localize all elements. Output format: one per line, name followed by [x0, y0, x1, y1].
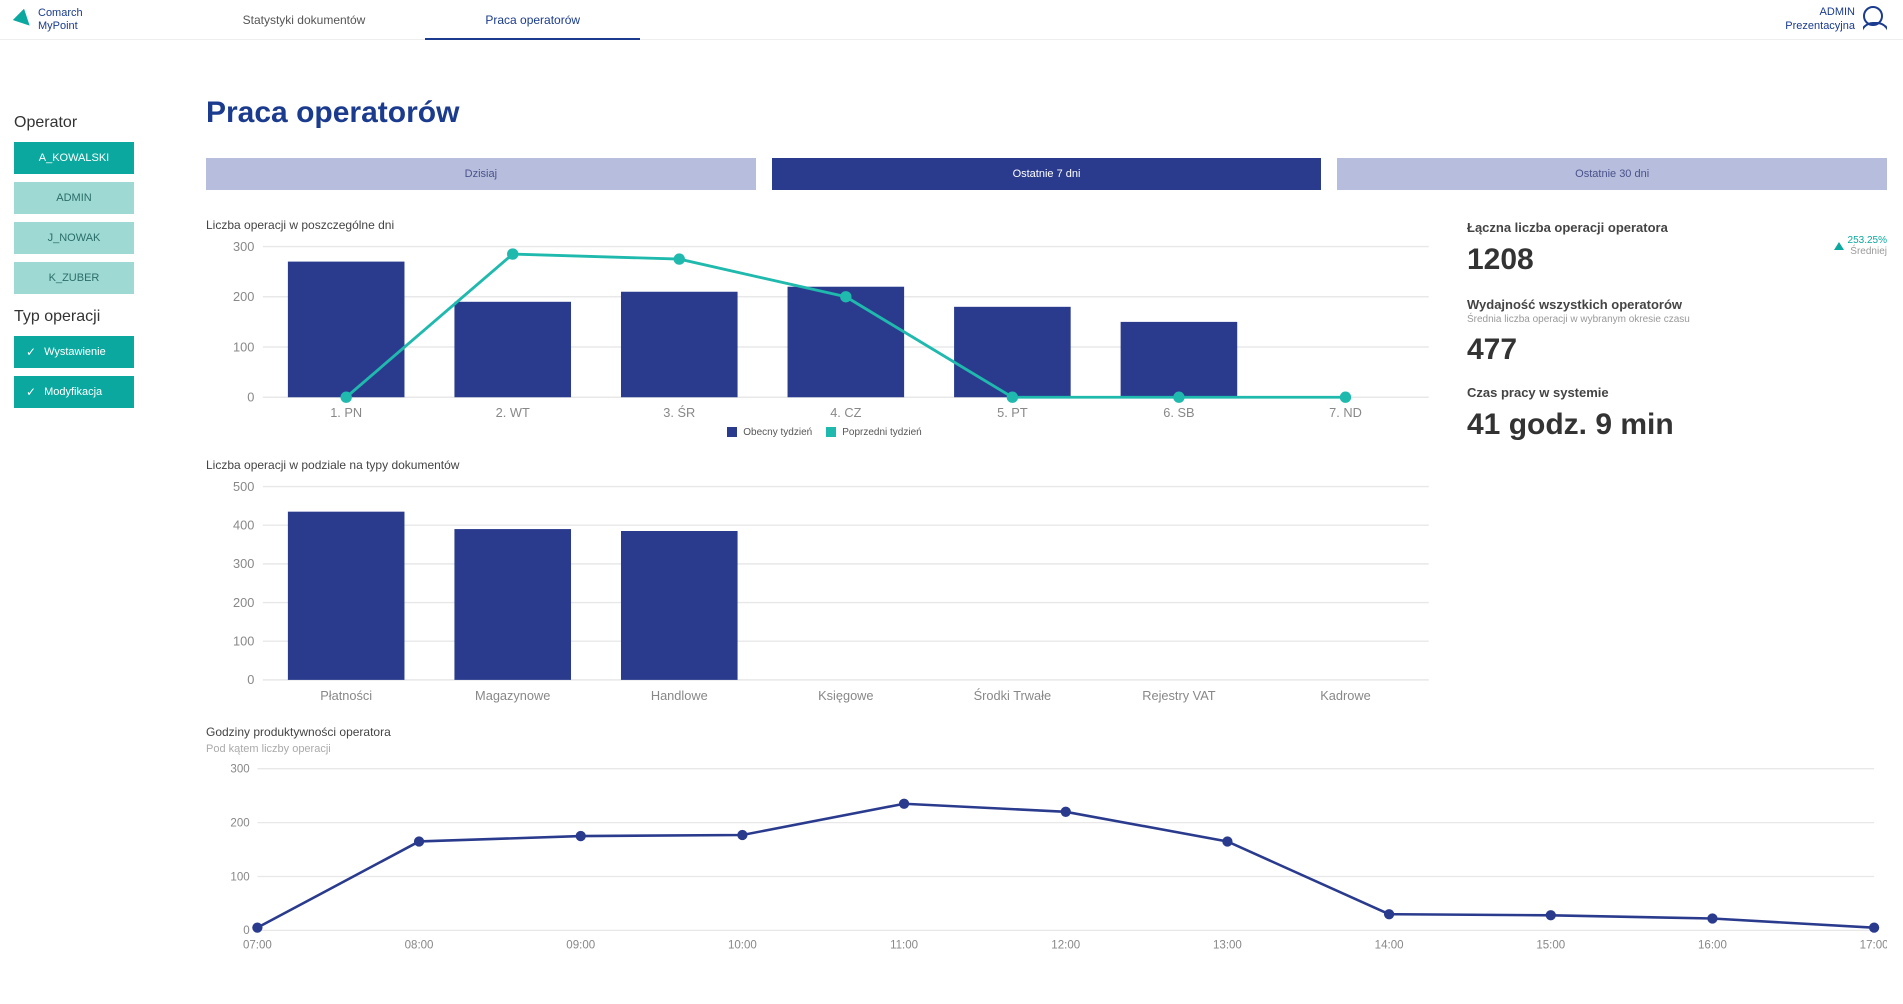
- sidebar-section-operator: Operator: [14, 114, 176, 132]
- page-title: Praca operatorów: [206, 96, 1887, 130]
- legend-item: Poprzedni tydzień: [826, 427, 922, 438]
- svg-text:4. CZ: 4. CZ: [830, 405, 861, 420]
- period-selector: Dzisiaj Ostatnie 7 dni Ostatnie 30 dni: [206, 158, 1887, 190]
- stat2-label: Wydajność wszystkich operatorów: [1467, 297, 1887, 312]
- chart3-svg: 0 100 200 300 07:00 08:00 09:00 10:00 11:00 12:00…: [206, 761, 1887, 953]
- legend-label: Obecny tydzień: [743, 427, 812, 438]
- arrow-up-icon: [1834, 242, 1844, 250]
- logo-text-1: Comarch: [38, 7, 83, 19]
- svg-text:Handlowe: Handlowe: [651, 688, 708, 703]
- period-button[interactable]: Ostatnie 30 dni: [1337, 158, 1887, 190]
- logo: Comarch MyPoint: [16, 7, 83, 31]
- svg-text:Księgowe: Księgowe: [818, 688, 873, 703]
- svg-text:100: 100: [233, 633, 254, 648]
- legend-swatch: [727, 427, 737, 437]
- stat1-value: 1208: [1467, 243, 1534, 277]
- svg-text:Kadrowe: Kadrowe: [1320, 688, 1370, 703]
- svg-text:07:00: 07:00: [243, 940, 272, 952]
- top-tab[interactable]: Praca operatorów: [485, 1, 580, 39]
- svg-text:Płatności: Płatności: [320, 688, 372, 703]
- svg-text:2. WT: 2. WT: [496, 405, 530, 420]
- svg-text:0: 0: [247, 672, 254, 687]
- stat1-trend: 253.25% Średniej: [1834, 235, 1887, 257]
- svg-text:300: 300: [230, 764, 249, 776]
- app-header: Comarch MyPoint Statystyki dokumentów Pra…: [0, 0, 1903, 40]
- optype-button[interactable]: ✓ Modyfikacja: [14, 376, 134, 408]
- svg-text:100: 100: [230, 872, 249, 884]
- user-area[interactable]: ADMIN Prezentacyjna: [1785, 6, 1887, 34]
- stat2-value: 477: [1467, 333, 1887, 367]
- user-icon: [1863, 6, 1883, 26]
- svg-text:200: 200: [233, 289, 254, 304]
- top-tab[interactable]: Statystyki dokumentów: [243, 1, 366, 39]
- svg-text:5. PT: 5. PT: [997, 405, 1028, 420]
- optype-label: Wystawienie: [44, 346, 106, 358]
- chart-daily-ops: Liczba operacji w poszczególne dni 0 100 2…: [206, 218, 1443, 438]
- svg-text:10:00: 10:00: [728, 940, 757, 952]
- operator-button[interactable]: J_NOWAK: [14, 222, 134, 254]
- stat1-label: Łączna liczba operacji operatora: [1467, 220, 1887, 235]
- legend-swatch: [826, 427, 836, 437]
- svg-text:09:00: 09:00: [566, 940, 595, 952]
- svg-text:13:00: 13:00: [1213, 940, 1242, 952]
- check-icon: ✓: [26, 385, 36, 399]
- svg-text:17:00: 17:00: [1860, 940, 1887, 952]
- sidebar-section-optype: Typ operacji: [14, 308, 176, 326]
- stat2-sub: Średnia liczba operacji w wybranym okres…: [1467, 314, 1887, 325]
- legend-item: Obecny tydzień: [727, 427, 812, 438]
- user-name: ADMIN: [1785, 6, 1855, 19]
- chart3-subtitle: Pod kątem liczby operacji: [206, 743, 1887, 755]
- top-tabs: Statystyki dokumentów Praca operatorów: [243, 1, 580, 39]
- svg-text:12:00: 12:00: [1051, 940, 1080, 952]
- user-company: Prezentacyjna: [1785, 20, 1855, 33]
- logo-text-2: MyPoint: [38, 20, 83, 32]
- chart1-title: Liczba operacji w poszczególne dni: [206, 218, 1443, 232]
- svg-text:0: 0: [247, 390, 254, 405]
- chart1-legend: Obecny tydzień Poprzedni tydzień: [206, 427, 1443, 438]
- svg-text:300: 300: [233, 239, 254, 254]
- svg-text:200: 200: [230, 818, 249, 830]
- chart2-title: Liczba operacji w podziale na typy dokum…: [206, 458, 1443, 472]
- check-icon: ✓: [26, 345, 36, 359]
- main-content: Praca operatorów Dzisiaj Ostatnie 7 dni Os…: [190, 40, 1903, 1004]
- svg-text:14:00: 14:00: [1375, 940, 1404, 952]
- svg-text:400: 400: [233, 517, 254, 532]
- svg-text:08:00: 08:00: [405, 940, 434, 952]
- logo-icon: [13, 8, 36, 31]
- svg-text:Magazynowe: Magazynowe: [475, 688, 550, 703]
- chart1-svg: 0 100 200 300 1. PN 2. WT 3. ŚR 4. CZ 5. PT 6. SB…: [206, 238, 1443, 423]
- svg-text:500: 500: [233, 479, 254, 494]
- chart-doc-types: Liczba operacji w podziale na typy dokum…: [206, 458, 1443, 705]
- svg-text:Środki Trwałe: Środki Trwałe: [974, 688, 1051, 703]
- chart3-title: Godziny produktywności operatora: [206, 725, 1887, 739]
- stat1-trend-sub: Średniej: [1848, 246, 1887, 257]
- optype-label: Modyfikacja: [44, 386, 102, 398]
- period-button[interactable]: Dzisiaj: [206, 158, 756, 190]
- stat3-label: Czas pracy w systemie: [1467, 385, 1887, 400]
- svg-text:3. ŚR: 3. ŚR: [663, 405, 695, 420]
- svg-text:15:00: 15:00: [1536, 940, 1565, 952]
- svg-text:Rejestry VAT: Rejestry VAT: [1142, 688, 1216, 703]
- svg-text:16:00: 16:00: [1698, 940, 1727, 952]
- svg-text:1. PN: 1. PN: [330, 405, 362, 420]
- period-button[interactable]: Ostatnie 7 dni: [772, 158, 1322, 190]
- svg-text:11:00: 11:00: [890, 940, 918, 952]
- stat1-trend-pct: 253.25%: [1848, 235, 1887, 246]
- svg-text:100: 100: [233, 339, 254, 354]
- svg-text:200: 200: [233, 595, 254, 610]
- stat3-value: 41 godz. 9 min: [1467, 408, 1887, 442]
- optype-button[interactable]: ✓ Wystawienie: [14, 336, 134, 368]
- stats-panel: Łączna liczba operacji operatora 1208 25…: [1467, 218, 1887, 725]
- svg-text:0: 0: [243, 926, 249, 938]
- legend-label: Poprzedni tydzień: [842, 427, 922, 438]
- svg-text:6. SB: 6. SB: [1163, 405, 1194, 420]
- operator-button[interactable]: K_ZUBER: [14, 262, 134, 294]
- sidebar: Operator A_KOWALSKI ADMIN J_NOWAK K_ZUBER T…: [0, 40, 190, 1004]
- svg-text:7. ND: 7. ND: [1329, 405, 1362, 420]
- operator-button[interactable]: A_KOWALSKI: [14, 142, 134, 174]
- svg-text:300: 300: [233, 556, 254, 571]
- chart2-svg: 0 100 200 300 400 500 Płatności Magazynowe Handl…: [206, 478, 1443, 705]
- operator-button[interactable]: ADMIN: [14, 182, 134, 214]
- chart-productivity: Godziny produktywności operatora Pod kąt…: [206, 725, 1887, 953]
